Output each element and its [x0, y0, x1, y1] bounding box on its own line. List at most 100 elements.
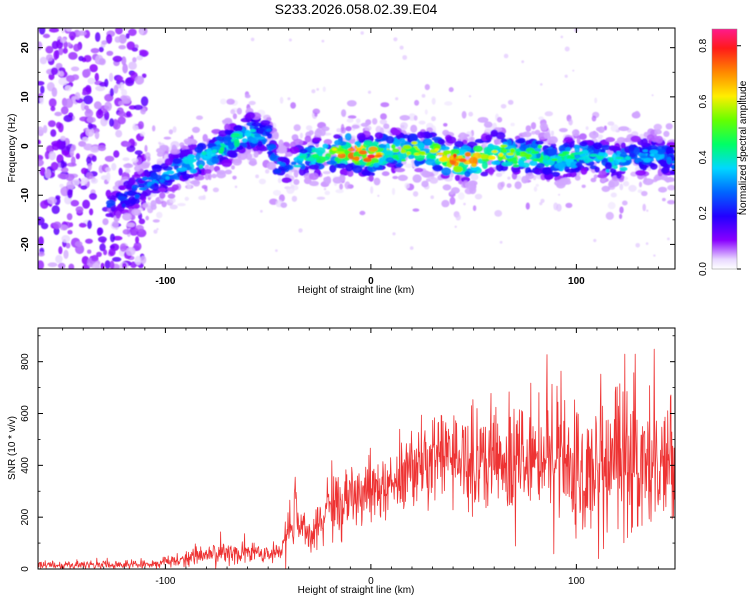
halo-cell: [449, 196, 456, 205]
noise-cell: [112, 235, 123, 241]
ridge-cell: [398, 151, 408, 160]
ridge-cell: [558, 145, 566, 153]
ridge-core-cell: [331, 147, 337, 151]
ridge-cell: [345, 126, 352, 132]
noise-cell: [106, 50, 114, 56]
noise-cell: [122, 63, 128, 74]
ridge-cell: [272, 131, 279, 140]
ridge-cell: [612, 146, 622, 152]
ridge-cell: [425, 158, 436, 166]
noise-cell: [67, 230, 73, 235]
noise-cell: [46, 54, 53, 62]
noise-cell: [75, 206, 84, 214]
ridge-cell: [601, 177, 606, 183]
ridge-core-cell: [526, 153, 532, 158]
noise-cell: [109, 118, 115, 127]
noise-cell: [38, 41, 43, 51]
halo-cell: [169, 197, 176, 204]
ridge-cell: [249, 158, 257, 167]
ridge-core-cell: [642, 149, 648, 153]
ridge-cell: [347, 170, 354, 177]
ridge-cell: [237, 152, 248, 161]
ridge-core-cell: [189, 168, 198, 174]
ridge-core-cell: [433, 145, 441, 150]
ridge-core-cell: [506, 152, 515, 156]
outlier-cell: [158, 141, 162, 145]
outlier-cell: [653, 254, 656, 257]
ridge-cell: [583, 154, 591, 163]
halo-cell: [581, 184, 586, 188]
halo-cell: [605, 211, 614, 220]
halo-cell: [457, 192, 465, 200]
halo-cell: [156, 211, 163, 219]
ridge-cell: [339, 175, 345, 182]
ridge-cell: [460, 176, 471, 183]
ridge-core-cell: [429, 154, 436, 160]
outlier-cell: [392, 232, 396, 236]
noise-cell: [106, 172, 111, 182]
ridge-cell: [450, 148, 461, 155]
ridge-cell: [414, 167, 424, 173]
noise-cell: [50, 106, 56, 112]
outlier-cell: [377, 194, 380, 197]
noise-cell: [128, 28, 137, 36]
ridge-cell: [260, 119, 271, 126]
halo-cell: [404, 182, 410, 189]
ridge-cell: [273, 169, 281, 174]
halo-cell: [380, 102, 390, 108]
noise-cell: [60, 38, 67, 43]
halo-cell: [322, 171, 331, 175]
spectrogram-x-tick-label: -100: [155, 276, 175, 287]
spectrogram-y-tick-label: 10: [20, 91, 31, 103]
ridge-core-cell: [512, 164, 520, 168]
ridge-cell: [569, 171, 577, 178]
ridge-cell: [665, 123, 673, 130]
ridge-cell: [491, 160, 501, 165]
halo-cell: [628, 184, 637, 192]
noise-cell: [65, 28, 73, 32]
ridge-core-cell: [138, 187, 147, 191]
noise-cell: [60, 28, 66, 34]
noise-cell: [85, 127, 95, 137]
halo-cell: [500, 104, 507, 109]
halo-cell: [370, 186, 374, 194]
ridge-core-cell: [117, 195, 126, 201]
halo-cell: [355, 118, 361, 123]
ridge-cell: [245, 152, 253, 161]
noise-cell: [65, 173, 75, 181]
halo-cell: [565, 202, 573, 208]
noise-cell: [38, 139, 41, 145]
ridge-core-cell: [471, 163, 477, 168]
ridge-cell: [233, 125, 243, 132]
ridge-core-cell: [464, 151, 472, 157]
noise-cell: [72, 178, 80, 186]
halo-cell: [323, 139, 333, 145]
halo-cell: [152, 125, 156, 132]
halo-cell: [495, 172, 503, 177]
ridge-core-cell: [298, 155, 306, 159]
ridge-cell: [417, 142, 426, 150]
halo-cell: [441, 199, 450, 208]
noise-cell: [95, 32, 101, 42]
noise-cell: [75, 153, 80, 160]
outlier-cell: [463, 202, 466, 206]
ridge-cell: [394, 167, 406, 173]
noise-cell: [50, 67, 59, 75]
noise-cell: [89, 192, 97, 200]
ridge-cell: [196, 159, 206, 168]
halo-cell: [335, 189, 344, 194]
ridge-cell: [598, 170, 607, 175]
ridge-cell: [171, 184, 179, 191]
ridge-cell: [346, 100, 357, 107]
outlier-cell: [156, 228, 159, 231]
ridge-cell: [130, 197, 140, 205]
noise-cell: [102, 218, 109, 226]
ridge-cell: [195, 152, 201, 161]
halo-cell: [642, 203, 646, 212]
ridge-cell: [488, 145, 500, 150]
ridge-cell: [518, 151, 528, 157]
ridge-core-cell: [402, 144, 412, 150]
noise-cell: [48, 72, 55, 81]
halo-cell: [404, 163, 414, 169]
noise-cell: [89, 208, 94, 216]
